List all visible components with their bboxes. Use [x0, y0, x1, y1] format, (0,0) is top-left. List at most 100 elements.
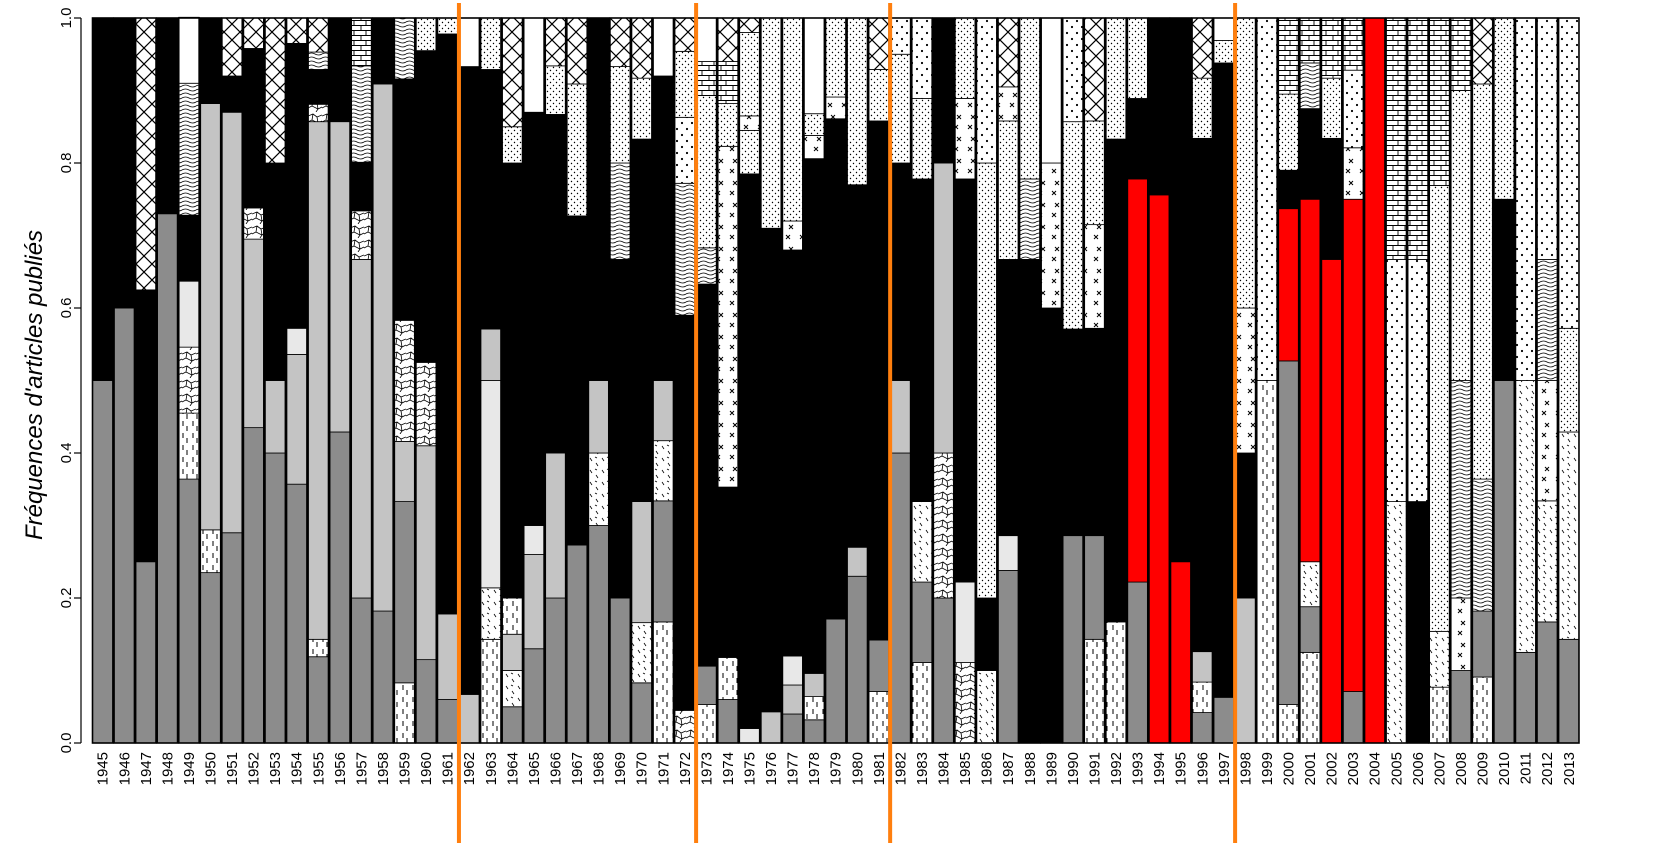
- bar-segment: [458, 66, 480, 695]
- bar-segment: [178, 346, 200, 414]
- bar-segment: [1471, 17, 1494, 85]
- bar-segment: [1299, 561, 1321, 608]
- bar-segment: [221, 17, 243, 77]
- x-tick-label: 1949: [181, 752, 198, 785]
- bar-segment: [1450, 90, 1472, 381]
- bar-segment: [997, 535, 1019, 571]
- bar-2003: [1342, 17, 1365, 744]
- bar-segment: [566, 17, 588, 85]
- bar-frame: [846, 17, 869, 744]
- bar-1984: [932, 17, 955, 744]
- x-tick-label: 1990: [1065, 752, 1082, 785]
- x-tick-labels: 1945 1946 1947 1948 1949 1950 1951 1952 1953 1954…: [95, 752, 1578, 785]
- bar-segment: [1536, 17, 1558, 260]
- bar-segment: [1191, 681, 1213, 713]
- bar-segment: [437, 613, 459, 700]
- bar-segment: [1364, 17, 1386, 744]
- x-tick-label: 1982: [892, 752, 909, 785]
- period-separators: [456, 3, 1238, 843]
- bar-frame: [1536, 17, 1559, 744]
- bar-1986: [975, 17, 998, 744]
- bar-1977: [781, 17, 804, 744]
- x-tick-label: 1997: [1216, 752, 1233, 785]
- x-tick-label: 2007: [1431, 752, 1448, 785]
- y-tick-label: 0.2: [58, 588, 75, 609]
- bar-frame: [910, 17, 933, 744]
- bar-segment: [846, 184, 868, 548]
- bar-segment: [329, 431, 351, 744]
- bar-segment: [1256, 380, 1278, 744]
- bar-frame: [716, 17, 739, 744]
- bar-frame: [156, 17, 179, 744]
- bar-frame: [1406, 17, 1429, 744]
- bar-segment: [954, 581, 976, 663]
- bar-segment: [976, 162, 998, 599]
- bar-segment: [1191, 17, 1213, 79]
- bar-frame: [566, 17, 589, 744]
- x-tick-label: 2010: [1496, 752, 1513, 785]
- y-axis: 0.0 0.2 0.4 0.6 0.8 1.0: [58, 8, 82, 754]
- bar-segment: [1407, 17, 1429, 260]
- bar-segment: [846, 17, 868, 186]
- bar-segment: [480, 69, 502, 330]
- bar-segment: [803, 719, 825, 744]
- bar-segment: [199, 103, 222, 531]
- bar-1994: [1148, 17, 1171, 744]
- bar-segment: [221, 75, 243, 113]
- bar-frame: [630, 17, 653, 744]
- bar-segment: [717, 486, 739, 658]
- bar-segment: [652, 380, 674, 442]
- x-tick-label: 1975: [742, 752, 759, 785]
- bar-segment: [350, 259, 373, 599]
- bar-segment: [889, 162, 912, 381]
- bar-segment: [178, 478, 200, 744]
- bar-segment: [329, 17, 351, 123]
- bar-frame: [932, 17, 955, 744]
- bar-segment: [954, 98, 976, 180]
- x-tick-label: 1959: [397, 752, 414, 785]
- bar-segment: [738, 129, 761, 175]
- y-tick-label: 0.0: [58, 733, 75, 754]
- bar-1972: [673, 17, 696, 744]
- bar-segment: [307, 656, 329, 744]
- bar-segment: [1536, 621, 1558, 744]
- bar-segment: [566, 215, 588, 546]
- bar-segment: [782, 713, 804, 744]
- bar-segment: [889, 17, 912, 55]
- bar-segment: [652, 75, 674, 381]
- bar-segment: [1213, 40, 1235, 64]
- x-tick-label: 1957: [353, 752, 370, 785]
- bar-segment: [652, 621, 674, 744]
- bar-2006: [1406, 17, 1429, 744]
- bar-1978: [803, 17, 826, 744]
- bar-segment: [631, 682, 653, 744]
- x-tick-label: 1968: [591, 752, 608, 785]
- x-tick-label: 2011: [1518, 752, 1535, 784]
- bar-segment: [1493, 198, 1515, 381]
- x-tick-label: 1962: [461, 752, 478, 785]
- bar-segment: [1558, 638, 1580, 744]
- bar-2005: [1385, 17, 1408, 744]
- x-tick-label: 1945: [95, 752, 112, 785]
- x-tick-label: 2003: [1345, 752, 1362, 785]
- bar-segment: [544, 597, 567, 744]
- bar-frame: [1493, 17, 1516, 744]
- bar-segment: [911, 501, 933, 583]
- bar-segment: [803, 113, 825, 136]
- bar-segment: [1299, 606, 1321, 653]
- x-tick-label: 1964: [504, 752, 521, 785]
- bar-segment: [652, 17, 674, 77]
- x-tick-label: 1974: [720, 752, 737, 785]
- bar-segment: [782, 220, 804, 251]
- bar-1956: [328, 17, 351, 744]
- bar-segment: [415, 659, 437, 744]
- bar-1964: [501, 17, 524, 744]
- bar-segment: [1428, 686, 1451, 744]
- bar-segment: [911, 178, 933, 502]
- x-tick-label: 2009: [1475, 752, 1492, 785]
- bar-segment: [695, 283, 717, 667]
- bar-segment: [717, 699, 739, 744]
- y-tick-label: 0.8: [58, 153, 75, 174]
- bar-1973: [695, 17, 718, 744]
- bar-segment: [846, 546, 868, 577]
